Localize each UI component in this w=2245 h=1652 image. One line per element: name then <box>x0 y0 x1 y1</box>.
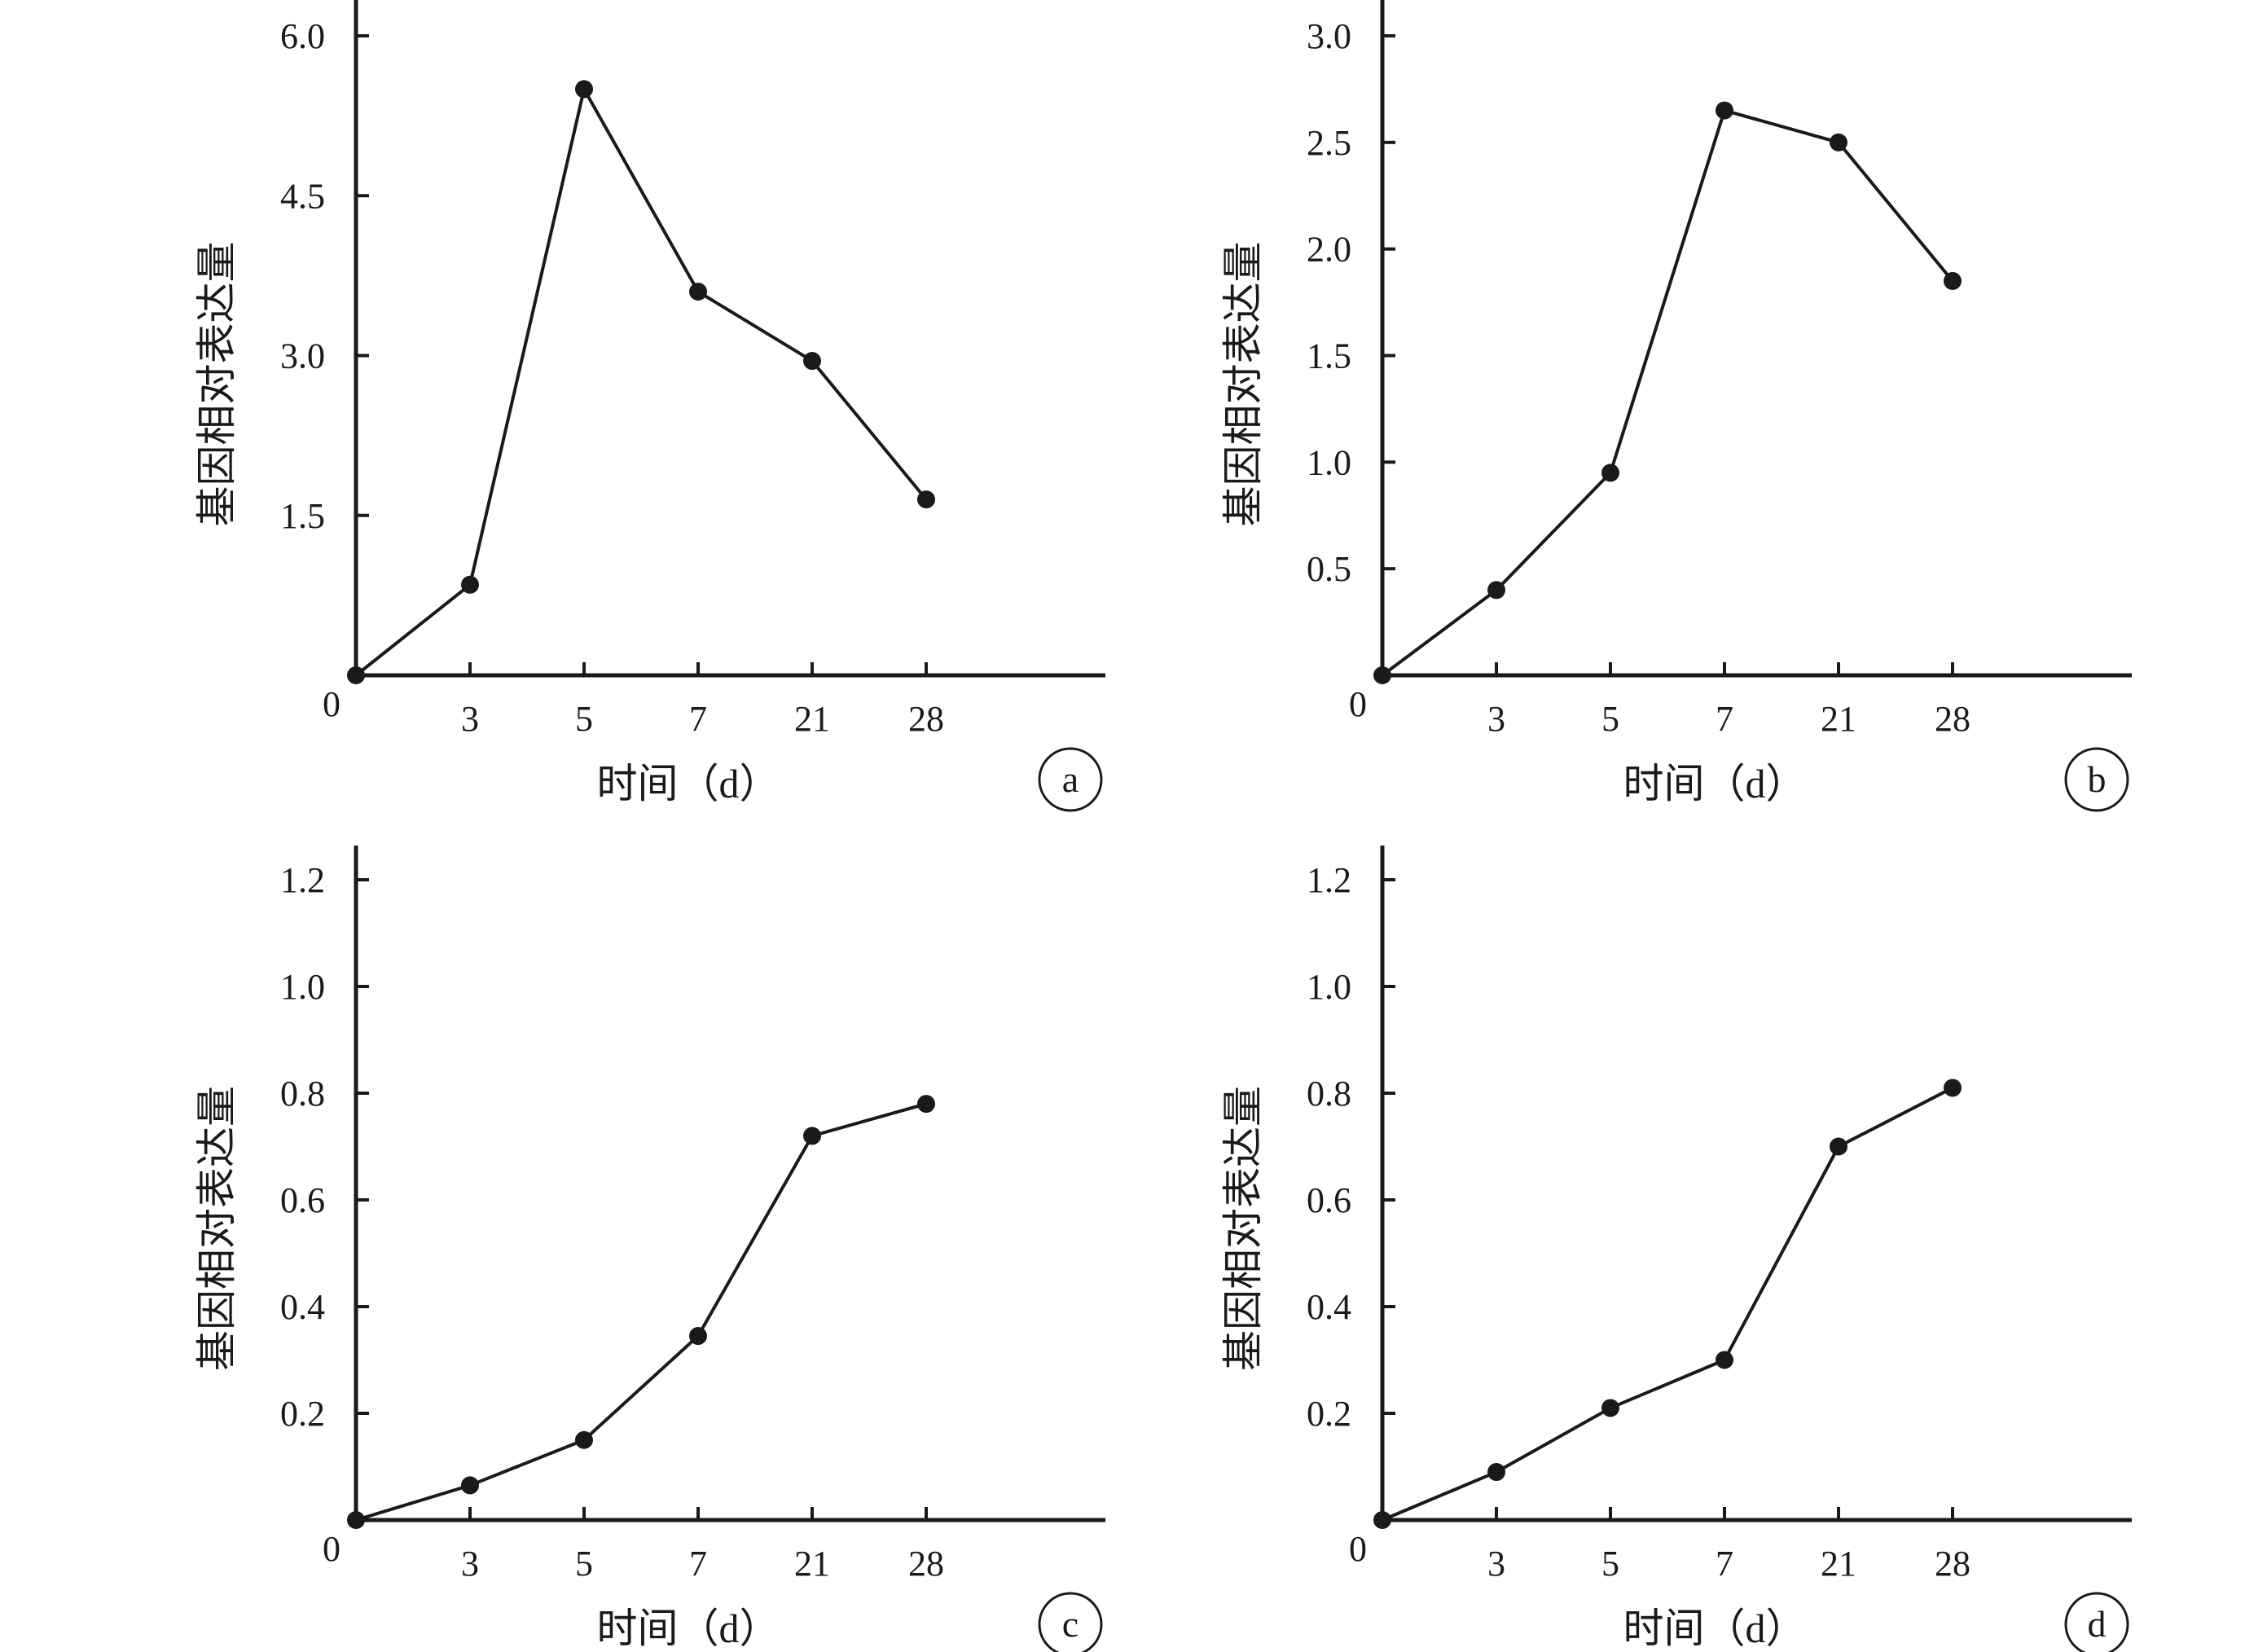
data-point <box>1944 1079 1962 1097</box>
x-tick-label: 7 <box>1716 699 1733 739</box>
data-point <box>1944 271 1962 290</box>
data-point <box>347 1511 365 1529</box>
panel-d: 0.2 0.4 0.6 0.8 1.0 1.2 3 5 7 21 28 0 时间（d） 基因相对表达量 d <box>1220 846 2132 1652</box>
x-tick-label: 21 <box>794 1544 830 1584</box>
y-tick-label: 1.0 <box>1307 442 1351 482</box>
x-tick-label: 21 <box>1821 1544 1856 1584</box>
y-tick-label: 1.2 <box>280 860 325 900</box>
data-point <box>1373 666 1391 684</box>
x-tick-label: 5 <box>575 699 593 739</box>
origin-label: 0 <box>1349 1529 1367 1569</box>
x-tick-label: 21 <box>794 699 830 739</box>
x-tick-label: 28 <box>908 1544 944 1584</box>
data-point <box>689 1327 707 1346</box>
y-tick-label: 1.0 <box>280 967 325 1007</box>
data-point <box>917 490 935 509</box>
x-tick-label: 21 <box>1821 699 1856 739</box>
data-point <box>1487 581 1505 600</box>
x-axis-title: 时间（d） <box>1623 761 1807 806</box>
y-tick-label: 0.4 <box>280 1287 325 1327</box>
data-point <box>1716 101 1733 120</box>
x-tick-label: 28 <box>908 699 944 739</box>
panel-letter-circle <box>1038 1592 1103 1652</box>
x-tick-label: 3 <box>461 1544 479 1584</box>
data-point <box>1830 1137 1847 1156</box>
y-tick-label: 1.2 <box>1307 860 1351 900</box>
origin-label: 0 <box>323 1529 340 1569</box>
panel-c: 0.2 0.4 0.6 0.8 1.0 1.2 3 5 7 21 28 0 时间（d） 基因相对表达量 c <box>194 846 1105 1652</box>
x-tick-label: 5 <box>1601 699 1619 739</box>
y-axis-title: 基因相对表达量 <box>1220 242 1266 527</box>
data-point <box>1487 1463 1505 1482</box>
y-tick-label: 1.5 <box>280 496 325 536</box>
x-tick-label: 28 <box>1935 1544 1970 1584</box>
data-point <box>1601 1399 1619 1417</box>
series-line <box>354 87 928 677</box>
data-point <box>1830 133 1847 152</box>
data-point <box>803 1127 821 1145</box>
y-axis-title: 基因相对表达量 <box>194 242 239 527</box>
x-tick-label: 3 <box>1487 1544 1505 1584</box>
series-line <box>355 1102 927 1522</box>
panel-letter: a <box>1062 758 1079 800</box>
data-point <box>461 575 479 594</box>
panel-letter-circle <box>2064 747 2129 812</box>
y-tick-label: 0.6 <box>1307 1180 1351 1220</box>
x-tick-label: 7 <box>1716 1544 1733 1584</box>
series-line <box>1382 1086 1953 1522</box>
origin-label: 0 <box>323 684 340 724</box>
panel-b: 0.5 1.0 1.5 2.0 2.5 3.0 3 5 7 21 28 0 时间（d） 基因相对表达量 b <box>1220 0 2132 812</box>
y-axis-title: 基因相对表达量 <box>1220 1086 1266 1371</box>
y-tick-label: 0.8 <box>1307 1074 1351 1114</box>
data-point <box>1716 1351 1733 1369</box>
y-tick-label: 2.0 <box>1307 230 1351 270</box>
data-point <box>575 80 593 99</box>
x-tick-label: 28 <box>1935 699 1970 739</box>
x-tick-label: 3 <box>461 699 479 739</box>
y-tick-label: 1.0 <box>1307 967 1351 1007</box>
panel-letter-circle <box>1038 747 1103 812</box>
x-tick-label: 3 <box>1487 699 1505 739</box>
y-tick-label: 0.8 <box>280 1074 325 1114</box>
data-point <box>803 352 821 371</box>
data-point <box>575 1430 593 1449</box>
x-axis-title: 时间（d） <box>1623 1606 1807 1651</box>
panel-letter-circle <box>2064 1592 2129 1652</box>
x-tick-label: 5 <box>1601 1544 1619 1584</box>
y-tick-label: 2.5 <box>1307 123 1351 163</box>
panel-a: 1.5 3.0 4.5 6.0 3 5 7 21 28 0 时间（d） 基因相对表达量 a <box>194 0 1105 812</box>
y-tick-label: 3.0 <box>280 336 325 376</box>
series-line <box>1381 108 1954 677</box>
panel-letter: b <box>2088 758 2107 800</box>
data-point <box>1373 1511 1391 1529</box>
x-axis-title: 时间（d） <box>597 1606 780 1651</box>
panel-letter: d <box>2088 1603 2107 1645</box>
x-tick-label: 7 <box>689 699 707 739</box>
y-tick-label: 0.2 <box>280 1394 325 1434</box>
panel-letter: c <box>1062 1603 1079 1645</box>
data-point <box>689 283 707 301</box>
y-tick-label: 1.5 <box>1307 336 1351 376</box>
x-axis-title: 时间（d） <box>597 761 780 806</box>
data-point <box>347 666 365 684</box>
data-point <box>1601 464 1619 482</box>
data-point <box>461 1476 479 1495</box>
data-point <box>917 1095 935 1114</box>
y-tick-label: 4.5 <box>280 176 325 216</box>
y-tick-label: 3.0 <box>1307 16 1351 56</box>
y-tick-label: 0.5 <box>1307 549 1351 589</box>
y-tick-label: 0.6 <box>280 1180 325 1220</box>
y-tick-label: 0.4 <box>1307 1287 1351 1327</box>
x-tick-label: 7 <box>689 1544 707 1584</box>
y-tick-label: 6.0 <box>280 16 325 56</box>
x-tick-label: 5 <box>575 1544 593 1584</box>
origin-label: 0 <box>1349 684 1367 724</box>
y-axis-title: 基因相对表达量 <box>194 1086 239 1371</box>
y-tick-label: 0.2 <box>1307 1394 1351 1434</box>
